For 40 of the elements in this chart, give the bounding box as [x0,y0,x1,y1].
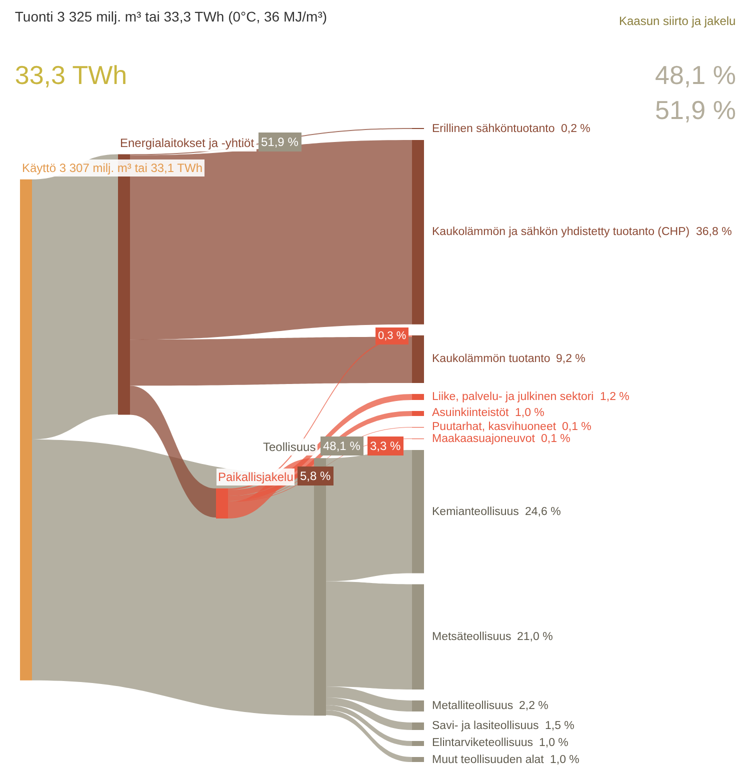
category-label: Maakaasuajoneuvot [432,433,536,445]
category-label: Käyttö 3 307 milj. m³ tai 33,1 TWh [22,161,203,175]
text: 33,3 TWh [14,60,128,90]
data-label: 1,0 % [550,754,580,766]
data-label: 0,3 % [378,330,406,342]
category-label: Teollisuus [263,440,316,454]
category-label: Energialaitokset ja -yhtiöt [120,136,255,150]
category-label: Metsäteollisuus [432,631,512,643]
data-label: 0,1 % [562,421,592,433]
category-label: Paikallisjakelu [218,470,294,484]
data-label: 5,8 % [300,469,332,483]
data-label: 48,1 % [323,439,361,453]
category-label: Kemianteollisuus [432,506,520,518]
data-label: 1,0 % [515,407,544,419]
text: Kaasun siirto ja jakelu [619,14,736,28]
data-label: 36,8 % [696,226,732,238]
category-label: Metalliteollisuus [432,700,514,712]
data-label: 0,2 % [561,123,590,135]
category-label: Kaukolämmön ja sähkön yhdistetty tuotanto (CHP) [432,226,690,238]
category-label: Puutarhat, kasvihuoneet [432,421,557,433]
data-label: 9,2 % [556,353,586,365]
text: Tuonti 3 325 milj. m³ tai 33,3 TWh (0°C, 36 MJ/m³) [14,8,328,24]
data-label: 21,0 % [517,631,553,643]
data-label: 3,3 % [370,439,402,453]
text: 48,1 % [655,60,736,90]
data-label: 0,1 % [541,433,570,445]
category-label: Savi- ja lasiteollisuus [432,720,539,732]
data-label: 24,6 % [525,506,561,518]
category-label: Erillinen sähköntuotanto [432,123,555,135]
data-label: 1,5 % [545,720,574,732]
data-label: 1,2 % [600,391,630,403]
data-label: 2,2 % [519,700,548,712]
data-label: 1,0 % [539,737,568,749]
category-label: Muut teollisuuden alat [432,754,545,766]
category-label: Asuinkiinteistöt [432,407,510,419]
category-label: Elintarviketeollisuus [432,737,534,749]
text: 51,9 % [655,95,736,125]
category-label: Liike, palvelu- ja julkinen sektori [432,391,594,403]
category-label: Kaukolämmön tuotanto [432,353,550,365]
data-label: 51,9 % [261,135,299,149]
